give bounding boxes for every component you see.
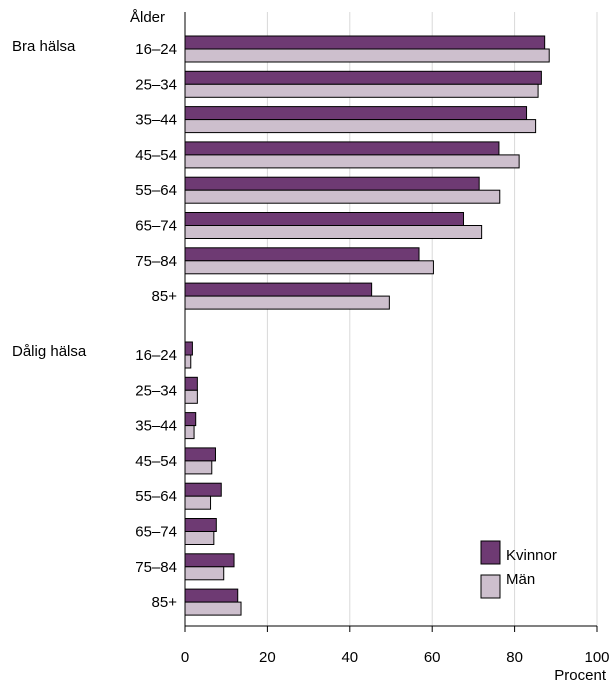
bar-dalig-65–74-kvinnor (184, 518, 217, 532)
bar-bra-85+-man (184, 295, 390, 310)
bar-dalig-55–64-kvinnor (184, 482, 222, 497)
age-label-dalig-16–24: 16–24 (135, 347, 177, 364)
tick-label-20: 20 (259, 649, 276, 666)
bar-bra-35–44-man (184, 119, 537, 134)
age-label-bra-25–34: 25–34 (135, 76, 177, 93)
group-label-dalig-halsa: Dålig hälsa (12, 343, 87, 360)
tick-label-100: 100 (584, 649, 609, 666)
age-label-bra-35–44: 35–44 (135, 112, 177, 129)
group-label-bra-halsa: Bra hälsa (12, 38, 76, 55)
tick-label-60: 60 (424, 649, 441, 666)
bar-dalig-65–74-man (184, 531, 215, 545)
y-axis-title: Ålder (130, 9, 165, 26)
bar-bra-75–84-kvinnor (184, 247, 420, 262)
bar-bra-45–54-kvinnor (184, 141, 500, 156)
bar-bra-55–64-man (184, 189, 501, 204)
bar-bra-55–64-kvinnor (184, 176, 480, 191)
legend-swatch-kvinnor (480, 540, 501, 565)
bar-dalig-45–54-kvinnor (184, 447, 216, 462)
bar-dalig-85+-kvinnor (184, 588, 239, 603)
tick-label-0: 0 (181, 649, 189, 666)
age-label-dalig-35–44: 35–44 (135, 418, 177, 435)
bar-dalig-16–24-man (184, 354, 192, 369)
bar-bra-85+-kvinnor (184, 282, 373, 297)
bar-dalig-25–34-kvinnor (184, 376, 198, 391)
bar-dalig-25–34-man (184, 389, 198, 404)
bars (184, 35, 550, 616)
age-label-dalig-45–54: 45–54 (135, 453, 177, 470)
bar-bra-65–74-man (184, 225, 483, 239)
bar-dalig-35–44-kvinnor (184, 412, 197, 427)
age-label-bra-55–64: 55–64 (135, 182, 177, 199)
tick-label-80: 80 (506, 649, 523, 666)
bar-dalig-75–84-man (184, 566, 225, 581)
bar-dalig-55–64-man (184, 495, 212, 510)
legend-swatch-man (480, 574, 501, 599)
x-axis-title: Procent (554, 667, 607, 684)
bar-dalig-45–54-man (184, 460, 213, 475)
age-label-bra-45–54: 45–54 (135, 147, 177, 164)
grid (266, 12, 598, 626)
legend: Kvinnor Män (480, 540, 557, 599)
tick-label-40: 40 (341, 649, 358, 666)
age-label-bra-85+: 85+ (152, 288, 178, 305)
age-label-bra-65–74: 65–74 (135, 218, 177, 235)
x-ticks: 0 20 40 60 80 100 (181, 626, 610, 666)
bar-dalig-75–84-kvinnor (184, 553, 235, 568)
bar-bra-16–24-kvinnor (184, 35, 546, 50)
age-label-dalig-55–64: 55–64 (135, 488, 177, 505)
bar-dalig-16–24-kvinnor (184, 341, 193, 356)
axes (184, 12, 597, 627)
bar-bra-75–84-man (184, 260, 434, 275)
legend-label-kvinnor: Kvinnor (506, 547, 557, 564)
bar-bra-65–74-kvinnor (184, 212, 465, 226)
legend-label-man: Män (506, 571, 535, 588)
age-label-dalig-75–84: 75–84 (135, 559, 177, 576)
bar-dalig-85+-man (184, 601, 242, 616)
bar-dalig-35–44-man (184, 425, 195, 440)
bar-bra-45–54-man (184, 154, 520, 169)
bar-bra-16–24-man (184, 48, 550, 63)
bar-bra-35–44-kvinnor (184, 106, 528, 121)
age-label-bra-75–84: 75–84 (135, 253, 177, 270)
age-label-bra-16–24: 16–24 (135, 41, 177, 58)
labels: Ålder Procent Bra hälsa Dålig hälsa 16–2… (12, 9, 607, 684)
age-label-dalig-85+: 85+ (152, 594, 178, 611)
age-label-dalig-65–74: 65–74 (135, 524, 177, 541)
bar-bra-25–34-man (184, 83, 539, 98)
age-label-dalig-25–34: 25–34 (135, 382, 177, 399)
bar-bra-25–34-kvinnor (184, 70, 542, 85)
